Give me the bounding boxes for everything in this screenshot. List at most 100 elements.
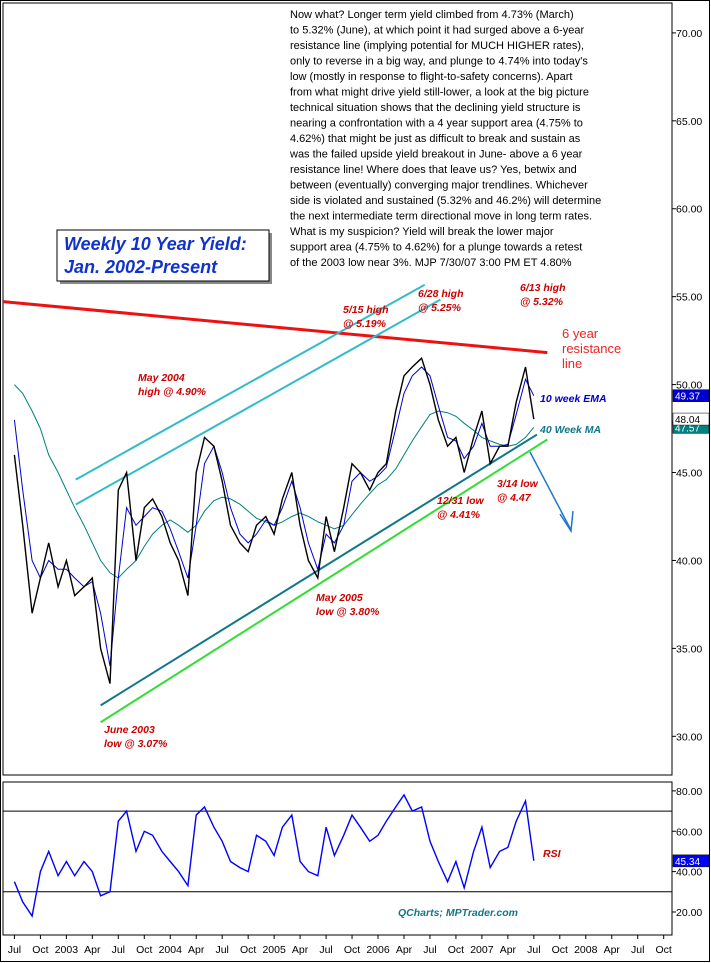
rsi-panel [2,781,673,936]
annotation: resistance [562,341,621,356]
commentary-line: resistance line (implying potential for … [290,40,584,52]
commentary-line: was the failed upside yield breakout in … [289,149,583,161]
y-tick-label: 20.00 [676,907,702,919]
title-box [56,229,270,282]
x-tick-label: Jul [112,944,125,956]
x-tick-label: Apr [500,944,517,956]
y-tick-label: 40.00 [676,555,702,567]
x-tick-label: Jul [319,944,332,956]
y-tick-label: 55.00 [676,292,702,304]
x-tick-label: 2008 [574,944,598,956]
y-tick-label: 45.00 [676,468,702,480]
annotation: 10 week EMA [540,393,607,405]
y-tick-label: 60.00 [676,826,702,838]
trendline [75,298,441,506]
x-tick-label: Apr [188,944,205,956]
annotation: line [562,356,582,371]
commentary-line: resistance line! Where does that leave u… [290,164,577,176]
x-tick-label: Oct [240,944,256,956]
x-tick-label: Apr [84,944,101,956]
commentary-line: between (eventually) converging major tr… [290,180,588,192]
x-tick-label: 2005 [262,944,286,956]
y-tick-label: 70.00 [676,28,702,40]
title: Weekly 10 Year Yield: [64,234,247,254]
commentary-line: to 5.32% (June), at which point it had s… [290,25,584,37]
y-tick-label: 80.00 [676,786,702,798]
series-line [13,366,535,667]
x-tick-label: Apr [396,944,413,956]
last-value-label: 45.34 [675,857,700,868]
commentary-line: What is my suspicion? Yield will break t… [290,226,554,238]
source: QCharts; MPTrader.com [398,907,518,919]
commentary-line: side is violated and sustained (5.32% an… [290,195,601,207]
x-tick-label: Jul [527,944,540,956]
annotation: 5/15 high [343,304,389,316]
commentary-line: low (mostly in response to flight-to-saf… [290,71,572,83]
y-tick-label: 50.00 [676,380,702,392]
last-value-label: 47.57 [675,423,700,434]
trendline [2,300,548,355]
commentary-line: 4.62%) that might be just as difficult t… [290,133,581,145]
y-tick-label: 65.00 [676,116,702,128]
x-tick-label: Jul [423,944,436,956]
x-tick-label: Oct [344,944,360,956]
x-tick-label: Oct [136,944,152,956]
x-tick-label: Jul [8,944,21,956]
annotation: @ 4.41% [437,509,481,521]
annotation: May 2005 [316,592,363,604]
annotation: @ 5.32% [520,296,564,308]
commentary-line: the next intermediate term directional m… [290,211,592,223]
last-value-label: 48.04 [675,415,700,426]
commentary-line: technical situation shows that the decli… [290,102,581,114]
commentary-line: nearing a confrontation with a 4 year su… [290,118,583,130]
y-tick-label: 30.00 [676,731,702,743]
annotation: 40 Week MA [539,424,601,436]
annotation: 6/28 high [418,288,464,300]
commentary-line: Now what? Longer term yield climbed from… [290,9,574,21]
series-line [13,356,535,684]
x-tick-label: Oct [448,944,464,956]
x-tick-label: Jul [631,944,644,956]
rsi-label: RSI [543,848,562,860]
projection-arrow [529,451,574,534]
x-tick-label: 2004 [159,944,183,956]
last-value-box [672,412,710,426]
y-tick-label: 35.00 [676,643,702,655]
last-value-box [672,854,710,868]
commentary-line: from what might drive yield still-lower,… [290,87,589,99]
annotation: 12/31 low [437,495,485,507]
commentary-line: of the 2003 low near 3%. MJP 7/30/07 3:0… [290,257,572,269]
annotation: 6 year [562,326,599,341]
annotation: @ 5.19% [343,318,387,330]
last-value-label: 49.37 [675,392,700,403]
y-tick-label: 60.00 [676,204,702,216]
price-panel [2,2,673,776]
annotation: @ 4.47 [497,492,532,504]
x-tick-label: Oct [656,944,672,956]
x-tick-label: 2007 [470,944,494,956]
title: Jan. 2002-Present [64,257,218,277]
commentary-line: only to reverse in a big way, and plunge… [290,56,588,68]
annotation: June 2003 [104,724,155,736]
annotation: 6/13 high [520,282,566,294]
x-tick-label: 2003 [55,944,79,956]
trendline [100,438,548,724]
y-tick-label: 40.00 [676,867,702,879]
last-value-box [672,389,710,402]
annotation: 3/14 low [497,478,539,490]
x-tick-label: Apr [604,944,621,956]
x-tick-label: Apr [292,944,309,956]
annotation: low @ 3.07% [104,738,168,750]
annotation: low @ 3.80% [316,606,380,618]
trendline [75,283,426,481]
series-line [13,793,535,918]
x-tick-label: 2006 [366,944,390,956]
annotation: May 2004 [138,372,185,384]
x-tick-label: Oct [32,944,48,956]
x-tick-label: Jul [215,944,228,956]
annotation: @ 5.25% [418,302,462,314]
x-tick-label: Oct [552,944,568,956]
commentary-line: support area (4.75% to 4.62%) for a plun… [290,242,582,254]
annotation: high @ 4.90% [138,386,207,398]
